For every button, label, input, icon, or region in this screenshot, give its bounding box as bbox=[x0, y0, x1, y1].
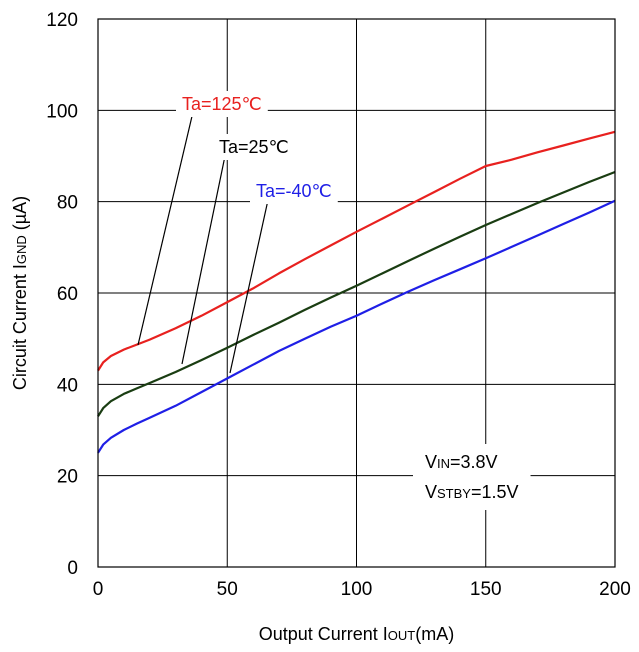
y-tick-label: 20 bbox=[57, 467, 78, 488]
condition-vin-value: =3.8V bbox=[450, 452, 498, 472]
x-tick-label: 0 bbox=[93, 579, 104, 600]
series-annotation: Ta=25℃ bbox=[219, 137, 289, 157]
annotation-leader bbox=[137, 111, 194, 346]
y-axis-label-unit: (µA) bbox=[10, 196, 30, 235]
annotation-leaders bbox=[137, 111, 269, 374]
annotations: Ta=125℃ Ta=25℃ Ta=-40℃ bbox=[176, 91, 338, 204]
annotation-background bbox=[250, 178, 338, 204]
condition-vstby-main: V bbox=[425, 482, 437, 502]
x-tick-label: 50 bbox=[217, 579, 238, 600]
conditions-box bbox=[413, 444, 531, 510]
condition-vin-sub: IN bbox=[437, 456, 450, 471]
condition-vstby-sub: STBY bbox=[437, 486, 471, 501]
series-layer bbox=[97, 130, 616, 454]
tick-labels: 0 50 100 150 200 0 20 40 60 80 100 120 bbox=[46, 10, 631, 600]
y-axis-label-main: Circuit Current I bbox=[10, 264, 30, 390]
y-tick-label: 0 bbox=[67, 558, 78, 579]
series-line bbox=[97, 130, 616, 372]
annotation-background bbox=[176, 91, 268, 117]
x-axis-label-main: Output Current I bbox=[259, 624, 388, 644]
y-tick-label: 100 bbox=[46, 101, 78, 122]
x-axis-label: Output Current IOUT(mA) bbox=[259, 624, 455, 644]
annotation-leader bbox=[181, 155, 226, 365]
series-line bbox=[97, 199, 616, 454]
x-tick-label: 150 bbox=[470, 579, 502, 600]
series-annotation: Ta=-40℃ bbox=[256, 181, 332, 201]
condition-vin: VIN=3.8V bbox=[425, 452, 498, 472]
x-axis-label-sub: OUT bbox=[388, 628, 416, 643]
annotation-leader bbox=[229, 199, 269, 374]
series-annotation: Ta=125℃ bbox=[182, 94, 262, 114]
annotation-background bbox=[213, 134, 295, 160]
x-tick-label: 100 bbox=[341, 579, 373, 600]
y-tick-label: 80 bbox=[57, 193, 78, 214]
plot-frame bbox=[97, 18, 616, 568]
series-line bbox=[97, 170, 616, 417]
x-axis-label-unit: (mA) bbox=[415, 624, 454, 644]
condition-vstby: VSTBY=1.5V bbox=[425, 482, 519, 502]
y-tick-label: 40 bbox=[57, 375, 78, 396]
condition-vstby-value: =1.5V bbox=[471, 482, 519, 502]
y-axis-label-sub: GND bbox=[14, 235, 29, 264]
x-tick-label: 200 bbox=[599, 579, 631, 600]
y-tick-label: 60 bbox=[57, 284, 78, 305]
condition-vin-main: V bbox=[425, 452, 437, 472]
y-axis-label: Circuit Current IGND (µA) bbox=[10, 196, 30, 390]
grid bbox=[98, 19, 615, 567]
y-tick-label: 120 bbox=[46, 10, 78, 31]
